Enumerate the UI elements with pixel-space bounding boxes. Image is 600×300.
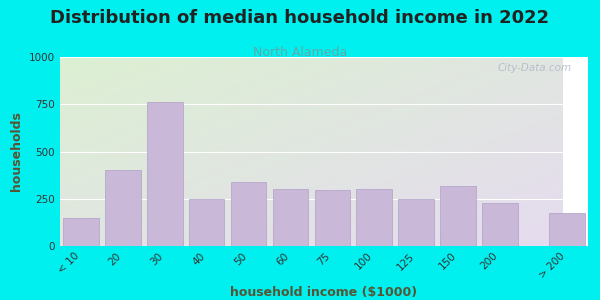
Bar (314, 190, 350, 246)
Y-axis label: households: households (10, 112, 23, 191)
Bar (440, 185, 476, 246)
Bar (549, 213, 585, 246)
Bar (398, 199, 434, 246)
Text: Distribution of median household income in 2022: Distribution of median household income … (50, 9, 550, 27)
Text: City-Data.com: City-Data.com (498, 63, 572, 73)
Bar (482, 203, 518, 246)
Bar (147, 102, 182, 246)
Text: North Alameda: North Alameda (253, 46, 347, 59)
Bar (231, 182, 266, 246)
Bar (105, 170, 140, 246)
X-axis label: household income ($1000): household income ($1000) (230, 286, 418, 299)
Bar (272, 189, 308, 246)
Bar (356, 189, 392, 246)
Bar (63, 218, 99, 246)
Bar (189, 199, 224, 246)
